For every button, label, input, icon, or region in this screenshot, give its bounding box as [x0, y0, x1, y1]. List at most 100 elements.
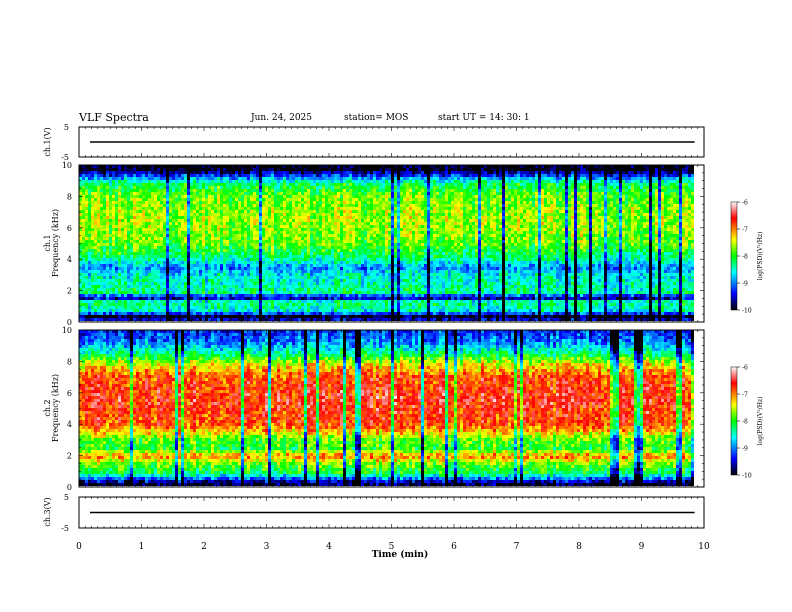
spectrogram-cell — [325, 231, 328, 234]
spectrogram-cell — [577, 213, 580, 216]
spectrogram-cell — [97, 219, 100, 222]
spectrogram-cell — [187, 237, 190, 240]
spectrogram-cell — [298, 177, 301, 180]
spectrogram-cell — [679, 219, 682, 222]
spectrogram-cell — [559, 219, 562, 222]
spectrogram-cell — [688, 171, 691, 174]
spectrogram-cell — [223, 177, 226, 180]
spectrogram-cell — [412, 174, 415, 177]
spectrogram-cell — [421, 234, 424, 237]
spectrogram-cell — [574, 225, 577, 228]
spectrogram-cell — [205, 213, 208, 216]
spectrogram-cell — [157, 186, 160, 189]
spectrogram-cell — [454, 174, 457, 177]
spectrogram-cell — [571, 198, 574, 201]
spectrogram-cell — [361, 213, 364, 216]
spectrogram-cell — [247, 165, 250, 168]
spectrogram-cell — [151, 222, 154, 225]
spectrogram-cell — [88, 186, 91, 189]
spectrogram-cell — [316, 189, 319, 192]
spectrogram-cell — [334, 201, 337, 204]
spectrogram-cell — [241, 225, 244, 228]
spectrogram-cell — [415, 189, 418, 192]
spectrogram-cell — [451, 189, 454, 192]
spectrogram-cell — [166, 177, 169, 180]
spectrogram-cell — [484, 198, 487, 201]
spectrogram-cell — [502, 213, 505, 216]
spectrogram-cell — [151, 195, 154, 198]
spectrogram-cell — [115, 204, 118, 207]
spectrogram-cell — [535, 174, 538, 177]
spectrogram-cell — [364, 177, 367, 180]
spectrogram-cell — [265, 168, 268, 171]
spectrogram-cell — [586, 222, 589, 225]
spectrogram-cell — [178, 189, 181, 192]
spectrogram-cell — [406, 210, 409, 213]
spectrogram-cell — [634, 231, 637, 234]
spectrogram-cell — [376, 171, 379, 174]
spectrogram-cell — [604, 183, 607, 186]
spectrogram-cell — [94, 210, 97, 213]
spectrogram-cell — [118, 171, 121, 174]
spectrogram-cell — [370, 204, 373, 207]
spectrogram-cell — [394, 234, 397, 237]
spectrogram-cell — [391, 228, 394, 231]
spectrogram-cell — [394, 168, 397, 171]
spectrogram-cell — [448, 234, 451, 237]
spectrogram-cell — [643, 195, 646, 198]
spectrogram-cell — [232, 192, 235, 195]
spectrogram-cell — [208, 204, 211, 207]
spectrogram-cell — [292, 165, 295, 168]
spectrogram-cell — [238, 171, 241, 174]
spectrogram-cell — [274, 183, 277, 186]
spectrogram-cell — [235, 201, 238, 204]
spectrogram-cell — [202, 192, 205, 195]
spectrogram-cell — [193, 210, 196, 213]
spectrogram-cell — [427, 231, 430, 234]
spectrogram-cell — [385, 180, 388, 183]
spectrogram-cell — [307, 180, 310, 183]
spectrogram-cell — [682, 228, 685, 231]
spectrogram-cell — [592, 198, 595, 201]
spectrogram-cell — [391, 165, 394, 168]
spectrogram-cell — [442, 210, 445, 213]
spectrogram-cell — [361, 216, 364, 219]
spectrogram-cell — [682, 210, 685, 213]
spectrogram-cell — [292, 201, 295, 204]
spectrogram-cell — [142, 180, 145, 183]
spectrogram-cell — [559, 186, 562, 189]
spectrogram-cell — [106, 186, 109, 189]
spectrogram-cell — [505, 216, 508, 219]
spectrogram-cell — [229, 189, 232, 192]
spectrogram-cell — [541, 189, 544, 192]
spectrogram-cell — [463, 180, 466, 183]
spectrogram-cell — [652, 174, 655, 177]
spectrogram-cell — [79, 198, 82, 201]
spectrogram-cell — [637, 222, 640, 225]
spectrogram-cell — [346, 234, 349, 237]
spectrogram-cell — [112, 228, 115, 231]
spectrogram-cell — [478, 189, 481, 192]
spectrogram-cell — [679, 228, 682, 231]
spectrogram-cell — [325, 204, 328, 207]
spectrogram-cell — [217, 189, 220, 192]
spectrogram-cell — [400, 177, 403, 180]
spectrogram-cell — [217, 234, 220, 237]
spectrogram-cell — [301, 183, 304, 186]
spectrogram-cell — [565, 222, 568, 225]
spectrogram-cell — [499, 186, 502, 189]
spectrogram-cell — [520, 195, 523, 198]
spectrogram-cell — [247, 210, 250, 213]
spectrogram-cell — [469, 234, 472, 237]
spectrogram-cell — [691, 213, 694, 216]
spectrogram-cell — [220, 228, 223, 231]
spectrogram-cell — [325, 180, 328, 183]
spectrogram-cell — [94, 222, 97, 225]
spectrogram-cell — [352, 192, 355, 195]
spectrogram-cell — [82, 186, 85, 189]
spectrogram-cell — [127, 216, 130, 219]
spectrogram-cell — [445, 198, 448, 201]
spectrogram-cell — [637, 207, 640, 210]
spectrogram-cell — [181, 192, 184, 195]
spectrogram-cell — [451, 195, 454, 198]
